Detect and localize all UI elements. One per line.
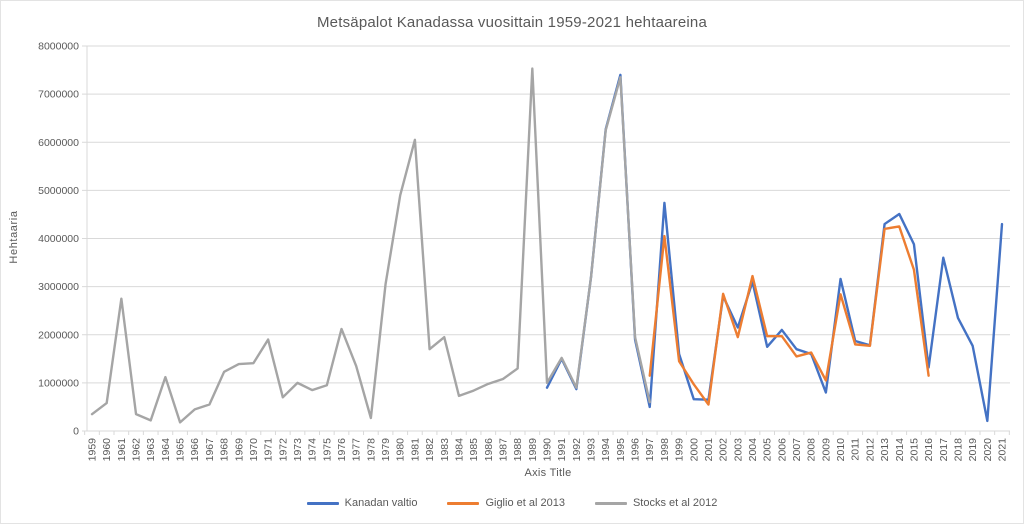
svg-text:1961: 1961 — [116, 438, 128, 462]
svg-text:1997: 1997 — [644, 438, 656, 462]
svg-text:2010: 2010 — [835, 438, 847, 462]
svg-text:1971: 1971 — [263, 438, 275, 462]
svg-text:2015: 2015 — [908, 438, 920, 462]
svg-text:7000000: 7000000 — [38, 89, 79, 101]
svg-text:2018: 2018 — [952, 438, 964, 462]
svg-text:1000000: 1000000 — [38, 377, 79, 389]
svg-text:8000000: 8000000 — [38, 41, 79, 53]
svg-text:1992: 1992 — [571, 438, 583, 462]
svg-text:1962: 1962 — [131, 438, 143, 462]
svg-text:2007: 2007 — [791, 438, 803, 462]
legend-item-kanadan-valtio[interactable]: Kanadan valtio — [306, 497, 418, 509]
legend-item-stocks-et-al-2012[interactable]: Stocks et al 2012 — [594, 497, 718, 509]
svg-text:1981: 1981 — [409, 438, 421, 462]
svg-text:2019: 2019 — [967, 438, 979, 462]
svg-text:1987: 1987 — [497, 438, 509, 462]
svg-text:1976: 1976 — [336, 438, 348, 462]
line-swatch-icon — [594, 501, 627, 505]
svg-text:2000000: 2000000 — [38, 329, 79, 341]
svg-text:2017: 2017 — [938, 438, 950, 462]
legend-label: Giglio et al 2013 — [485, 497, 565, 509]
svg-text:1972: 1972 — [277, 438, 289, 462]
svg-text:1994: 1994 — [600, 438, 612, 462]
svg-text:1967: 1967 — [204, 438, 216, 462]
svg-text:2011: 2011 — [850, 438, 862, 461]
svg-text:1996: 1996 — [630, 438, 642, 462]
svg-text:2001: 2001 — [703, 438, 715, 462]
svg-text:2008: 2008 — [806, 438, 818, 462]
svg-text:1995: 1995 — [615, 438, 627, 462]
svg-text:2002: 2002 — [718, 438, 730, 462]
svg-text:1963: 1963 — [145, 438, 157, 462]
legend-item-giglio-et-al-2013[interactable]: Giglio et al 2013 — [447, 497, 565, 509]
svg-text:1964: 1964 — [160, 438, 172, 462]
svg-text:1982: 1982 — [424, 438, 436, 462]
svg-text:2000: 2000 — [688, 438, 700, 462]
svg-text:2014: 2014 — [894, 438, 906, 462]
svg-text:1993: 1993 — [586, 438, 598, 462]
svg-text:1973: 1973 — [292, 438, 304, 462]
x-axis-title: Axis Title — [524, 467, 572, 479]
svg-text:1980: 1980 — [395, 438, 407, 462]
svg-text:1985: 1985 — [468, 438, 480, 462]
svg-text:2003: 2003 — [732, 438, 744, 462]
legend: Kanadan valtio Giglio et al 2013 Stocks … — [1, 497, 1023, 509]
svg-text:6000000: 6000000 — [38, 137, 79, 149]
svg-text:1984: 1984 — [453, 438, 465, 462]
svg-text:2013: 2013 — [879, 438, 891, 462]
svg-text:1959: 1959 — [87, 438, 99, 462]
svg-text:2006: 2006 — [776, 438, 788, 462]
svg-text:1989: 1989 — [527, 438, 539, 462]
svg-text:1974: 1974 — [307, 438, 319, 462]
svg-text:2005: 2005 — [762, 438, 774, 462]
chart-title: Metsäpalot Kanadassa vuosittain 1959-202… — [316, 14, 708, 31]
svg-text:2020: 2020 — [982, 438, 994, 462]
svg-text:1998: 1998 — [659, 438, 671, 462]
svg-text:2021: 2021 — [997, 438, 1009, 462]
svg-text:1983: 1983 — [439, 438, 451, 462]
svg-text:0: 0 — [73, 426, 79, 438]
svg-text:5000000: 5000000 — [38, 185, 79, 197]
svg-text:1969: 1969 — [233, 438, 245, 462]
svg-text:1977: 1977 — [351, 438, 363, 462]
svg-text:1979: 1979 — [380, 438, 392, 462]
svg-text:1999: 1999 — [674, 438, 686, 462]
line-swatch-icon — [447, 501, 480, 505]
svg-text:1988: 1988 — [512, 438, 524, 462]
legend-label: Kanadan valtio — [344, 497, 418, 509]
svg-text:1968: 1968 — [219, 438, 231, 462]
svg-text:2004: 2004 — [747, 438, 759, 462]
svg-text:3000000: 3000000 — [38, 281, 79, 293]
svg-text:1990: 1990 — [542, 438, 554, 462]
svg-text:1978: 1978 — [365, 438, 377, 462]
svg-text:1991: 1991 — [556, 438, 568, 462]
legend-label: Stocks et al 2012 — [632, 497, 718, 509]
svg-text:1970: 1970 — [248, 438, 260, 462]
line-swatch-icon — [306, 501, 339, 505]
svg-text:1966: 1966 — [189, 438, 201, 462]
svg-text:4000000: 4000000 — [38, 233, 79, 245]
svg-text:2016: 2016 — [923, 438, 935, 462]
svg-text:2009: 2009 — [820, 438, 832, 462]
svg-text:2012: 2012 — [864, 438, 876, 462]
svg-text:1965: 1965 — [175, 438, 187, 462]
svg-text:1986: 1986 — [483, 438, 495, 462]
svg-text:1960: 1960 — [101, 438, 113, 462]
svg-text:1975: 1975 — [321, 438, 333, 462]
